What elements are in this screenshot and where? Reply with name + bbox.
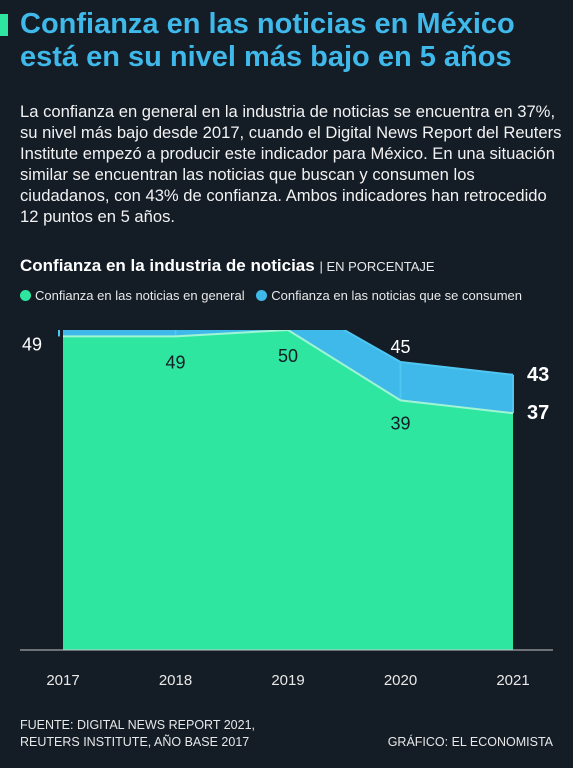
legend-dot-general bbox=[20, 290, 31, 301]
chart-heading: Confianza en la industria de noticias | … bbox=[20, 256, 560, 276]
series-general bbox=[63, 330, 514, 650]
data-label-general: 37 bbox=[527, 402, 549, 424]
legend-label-general: Confianza en las noticias en general bbox=[35, 288, 245, 303]
chart-unit-label: | EN PORCENTAJE bbox=[319, 259, 435, 274]
page-title: Confianza en las noticias en México está… bbox=[20, 8, 515, 73]
source-line-1: FUENTE: DIGITAL NEWS REPORT 2021, bbox=[20, 718, 256, 732]
x-tick-label: 2020 bbox=[384, 672, 417, 689]
source-line-2: REUTERS INSTITUTE, AÑO BASE 2017 bbox=[20, 735, 250, 749]
chart-legend: Confianza en las noticias en general Con… bbox=[20, 288, 565, 304]
data-label-general: 39 bbox=[390, 413, 410, 433]
credit-note: GRÁFICO: EL ECONOMISTA bbox=[387, 735, 553, 749]
x-tick-label: 2018 bbox=[159, 672, 192, 689]
legend-item-general: Confianza en las noticias en general bbox=[20, 288, 245, 303]
intro-paragraph: La confianza en general en la industria … bbox=[20, 102, 562, 226]
data-label-general: 50 bbox=[278, 346, 298, 366]
data-label-general: 49 bbox=[165, 352, 185, 372]
legend-dot-consumed bbox=[256, 290, 268, 301]
x-tick-label: 2017 bbox=[46, 672, 79, 689]
chart-title: Confianza en la industria de noticias bbox=[20, 256, 315, 275]
area-general bbox=[63, 330, 513, 650]
x-axis-ticks: 2017 2018 2019 2020 2021 bbox=[46, 672, 529, 689]
data-label-general: 49 bbox=[22, 334, 42, 354]
legend-label-consumed: Confianza en las noticias que se consume… bbox=[271, 288, 522, 303]
area-chart: 55535545434949503937 2017201820192020202… bbox=[20, 330, 553, 689]
line-consumed bbox=[342, 330, 514, 376]
line-general bbox=[63, 330, 514, 415]
data-labels: 55535545434949503937 bbox=[22, 334, 549, 433]
x-tick-label: 2019 bbox=[271, 672, 304, 689]
data-label-consumed: 43 bbox=[527, 364, 549, 386]
legend-item-consumed: Confianza en las noticias que se consume… bbox=[256, 288, 522, 303]
title-accent-bar bbox=[0, 14, 8, 36]
x-tick-label: 2021 bbox=[496, 672, 529, 689]
data-label-consumed: 45 bbox=[390, 337, 410, 357]
source-note: FUENTE: DIGITAL NEWS REPORT 2021, REUTER… bbox=[20, 717, 255, 751]
